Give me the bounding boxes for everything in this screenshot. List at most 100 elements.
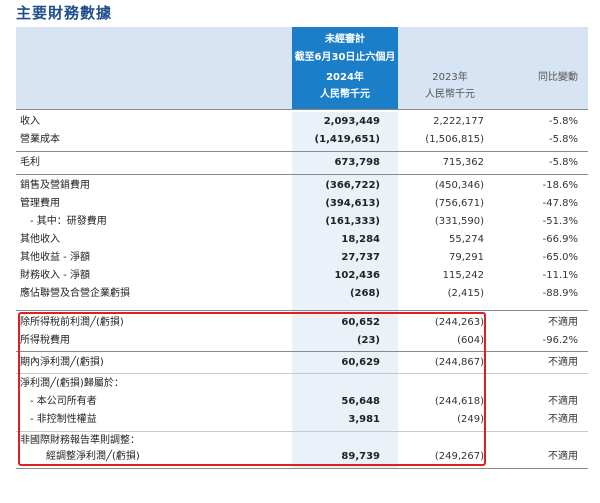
value-2024: (366,722) <box>325 180 380 191</box>
row-label: 毛利 <box>20 157 40 168</box>
value-2023: (244,867) <box>434 357 484 368</box>
value-2023: (756,671) <box>434 198 484 209</box>
value-change: -65.0% <box>542 252 578 263</box>
value-2023: 55,274 <box>449 234 484 245</box>
row-label: 除所得稅前利潤╱(虧損) <box>20 317 124 328</box>
row-divider <box>16 174 588 175</box>
row-label: - 其中：研發費用 <box>30 216 107 227</box>
table-row: 銷售及營銷費用 (366,722) (450,346) -18.6% <box>16 177 588 195</box>
row-divider <box>16 310 588 311</box>
row-label: - 非控制性權益 <box>30 414 97 425</box>
table-row: 收入 2,093,449 2,222,177 -5.8% <box>16 113 588 131</box>
value-2023: 715,362 <box>442 157 484 168</box>
value-change: 不適用 <box>548 396 578 407</box>
table-row: 營業成本 (1,419,651) (1,506,815) -5.8% <box>16 131 588 149</box>
header-year-2024: 2024年 <box>326 72 364 83</box>
value-2024: 18,284 <box>341 234 380 245</box>
header-2024-column <box>292 27 398 109</box>
table-row: 管理費用 (394,613) (756,671) -47.8% <box>16 195 588 213</box>
header-period: 截至6月30日止六個月 <box>294 52 396 63</box>
table-bottom-border <box>16 468 588 469</box>
row-label: 應佔聯營及合營企業虧損 <box>20 288 130 299</box>
value-change: -11.1% <box>542 270 578 281</box>
row-label: 收入 <box>20 116 40 127</box>
value-2024: 102,436 <box>334 270 380 281</box>
table-row: - 其中：研發費用 (161,333) (331,590) -51.3% <box>16 213 588 231</box>
value-2023: (604) <box>457 335 484 346</box>
row-label: 經調整淨利潤╱(虧損) <box>46 451 140 462</box>
row-label: 財務收入 - 淨額 <box>20 270 90 281</box>
page-title: 主要財務數據 <box>16 4 113 22</box>
header-year-2023: 2023年 <box>432 72 468 83</box>
value-2024: (23) <box>356 335 380 346</box>
value-change: -88.9% <box>542 288 578 299</box>
value-2023: 115,242 <box>442 270 484 281</box>
value-change: -5.8% <box>548 134 578 145</box>
table-row: 其他收益 - 淨額 27,737 79,291 -65.0% <box>16 249 588 267</box>
table-row: 經調整淨利潤╱(虧損) 89,739 (249,267) 不適用 <box>16 448 588 466</box>
row-divider <box>16 373 588 374</box>
header-change: 同比變動 <box>538 72 578 83</box>
value-2023: (244,263) <box>434 317 484 328</box>
value-2024: 27,737 <box>341 252 380 263</box>
table-row: 期內淨利潤╱(虧損) 60,629 (244,867) 不適用 <box>16 354 588 372</box>
value-2024: 60,652 <box>341 317 380 328</box>
value-2024: (161,333) <box>325 216 380 227</box>
row-label: 管理費用 <box>20 198 60 209</box>
row-label: 其他收入 <box>20 234 60 245</box>
value-change: -5.8% <box>548 116 578 127</box>
table-row: - 非控制性權益 3,981 (249) 不適用 <box>16 411 588 429</box>
row-label: 非國際財務報告準則調整： <box>20 435 140 446</box>
value-change: -5.8% <box>548 157 578 168</box>
value-2024: (394,613) <box>325 198 380 209</box>
table-row: 淨利潤╱(虧損)歸屬於： <box>16 375 588 393</box>
table-row: 非國際財務報告準則調整： <box>16 432 588 450</box>
table-row: - 本公司所有者 56,648 (244,618) 不適用 <box>16 393 588 411</box>
header-unit-2023: 人民幣千元 <box>425 89 475 100</box>
value-2023: (2,415) <box>447 288 484 299</box>
table-row: 除所得稅前利潤╱(虧損) 60,652 (244,263) 不適用 <box>16 314 588 332</box>
value-change: -18.6% <box>542 180 578 191</box>
column-2024-shading <box>292 112 398 468</box>
value-2023: 79,291 <box>449 252 484 263</box>
value-2024: (268) <box>349 288 380 299</box>
value-2023: (249,267) <box>434 451 484 462</box>
table-row: 毛利 673,798 715,362 -5.8% <box>16 154 588 172</box>
value-2023: 2,222,177 <box>433 116 484 127</box>
row-divider <box>16 351 588 352</box>
header-unit-2024: 人民幣千元 <box>320 89 370 100</box>
value-2023: (249) <box>457 414 484 425</box>
row-divider <box>16 151 588 152</box>
table-row: 所得稅費用 (23) (604) -96.2% <box>16 332 588 350</box>
row-label: 營業成本 <box>20 134 60 145</box>
value-2024: 56,648 <box>341 396 380 407</box>
value-2023: (450,346) <box>434 180 484 191</box>
highlight-box <box>18 312 486 466</box>
table-row: 其他收入 18,284 55,274 -66.9% <box>16 231 588 249</box>
row-label: 銷售及營銷費用 <box>20 180 90 191</box>
value-2024: 3,981 <box>348 414 380 425</box>
value-2024: 673,798 <box>334 157 380 168</box>
row-divider <box>16 431 588 432</box>
value-change: -96.2% <box>542 335 578 346</box>
value-change: 不適用 <box>548 357 578 368</box>
value-change: -66.9% <box>542 234 578 245</box>
table-row: 財務收入 - 淨額 102,436 115,242 -11.1% <box>16 267 588 285</box>
row-label: 淨利潤╱(虧損)歸屬於： <box>20 378 124 389</box>
value-2024: 60,629 <box>341 357 380 368</box>
header-divider <box>16 109 588 110</box>
row-label: - 本公司所有者 <box>30 396 97 407</box>
value-2023: (1,506,815) <box>425 134 484 145</box>
row-label: 期內淨利潤╱(虧損) <box>20 357 104 368</box>
table-row: 應佔聯營及合營企業虧損 (268) (2,415) -88.9% <box>16 285 588 303</box>
value-2024: 89,739 <box>341 451 380 462</box>
value-2024: (1,419,651) <box>314 134 380 145</box>
value-change: 不適用 <box>548 317 578 328</box>
value-2023: (331,590) <box>434 216 484 227</box>
value-2024: 2,093,449 <box>323 116 380 127</box>
value-change: -51.3% <box>542 216 578 227</box>
value-change: -47.8% <box>542 198 578 209</box>
header-unaudited: 未經審計 <box>325 34 365 45</box>
value-change: 不適用 <box>548 451 578 462</box>
row-label: 所得稅費用 <box>20 335 70 346</box>
